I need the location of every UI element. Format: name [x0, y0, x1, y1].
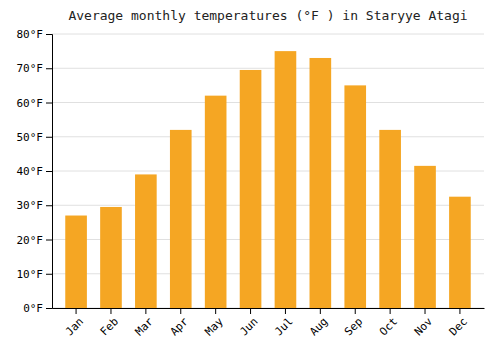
grid-line [52, 102, 484, 103]
x-tick: Jan [63, 308, 86, 338]
y-tick: 10°F [17, 268, 53, 281]
y-tick-mark [46, 34, 52, 35]
x-tick-mark [180, 308, 181, 314]
x-tick-mark [285, 308, 286, 314]
y-tick: 0°F [23, 302, 52, 315]
y-tick: 80°F [17, 28, 53, 41]
chart-svg: Jan Feb Mar Apr May Jun Jul Aug Sep Oct Nov Dec 0°F 1… [0, 0, 500, 350]
y-tick-mark [46, 240, 52, 241]
y-tick: 50°F [17, 131, 53, 144]
y-tick-label: 70°F [17, 62, 44, 75]
y-tick-mark [46, 205, 52, 206]
y-tick-label: 60°F [17, 97, 44, 110]
y-tick: 30°F [17, 199, 53, 212]
x-tick-mark [320, 308, 321, 314]
x-tick-label: May [202, 315, 226, 339]
y-tick-label: 20°F [17, 234, 44, 247]
y-tick-label: 30°F [17, 199, 44, 212]
x-axis-line [53, 308, 485, 309]
bar [100, 207, 122, 308]
x-tick-mark [215, 308, 216, 314]
x-tick-label: Jun [237, 315, 260, 338]
grid-line [52, 136, 484, 137]
y-tick-mark [46, 68, 52, 69]
x-tick-label: Feb [98, 315, 121, 338]
x-tick: Mar [133, 308, 157, 338]
y-tick-label: 50°F [17, 131, 44, 144]
y-axis: 0°F 10°F 20°F 30°F 40°F 50°F 60°F 70°F 80°F [17, 28, 53, 315]
bar [275, 51, 297, 308]
x-tick-label: Oct [377, 315, 400, 338]
x-tick-label: Jul [272, 315, 295, 338]
x-tick: Jun [237, 308, 260, 338]
bar [170, 130, 192, 308]
x-tick: Aug [307, 308, 330, 338]
x-tick-mark [425, 308, 426, 314]
y-tick-mark [46, 171, 52, 172]
y-tick-mark [46, 274, 52, 275]
y-tick-label: 0°F [23, 302, 43, 315]
x-tick: Apr [168, 308, 192, 338]
x-tick-mark [459, 308, 460, 314]
chart-container: Jan Feb Mar Apr May Jun Jul Aug Sep Oct Nov Dec 0°F 1… [0, 0, 500, 350]
y-tick-mark [46, 103, 52, 104]
bar [414, 166, 436, 308]
x-tick-label: Jan [63, 315, 86, 338]
x-tick-mark [76, 308, 77, 314]
grid-line [52, 34, 484, 35]
x-tick-mark [110, 308, 111, 314]
y-tick: 40°F [17, 165, 53, 178]
x-tick-mark [250, 308, 251, 314]
y-tick: 20°F [17, 234, 53, 247]
bar [344, 85, 366, 308]
x-tick-label: Mar [133, 315, 157, 339]
bar [240, 70, 262, 308]
x-tick: Feb [98, 308, 121, 338]
bar [310, 58, 332, 308]
bars [65, 51, 470, 308]
x-tick: May [202, 308, 226, 338]
y-tick-mark [46, 137, 52, 138]
x-tick: Nov [412, 308, 436, 338]
y-axis-line [46, 35, 53, 309]
x-tick-label: Nov [412, 315, 436, 339]
chart-title: Average monthly temperatures (°F ) in St… [68, 8, 467, 23]
x-tick-label: Apr [168, 315, 192, 339]
x-tick-label: Aug [307, 315, 330, 338]
x-tick: Dec [447, 308, 470, 338]
x-tick-label: Sep [342, 315, 365, 338]
plot-area: Jan Feb Mar Apr May Jun Jul Aug Sep Oct Nov Dec 0°F 1… [17, 28, 485, 338]
bar [205, 96, 227, 308]
y-tick: 60°F [17, 97, 53, 110]
x-axis: Jan Feb Mar Apr May Jun Jul Aug Sep Oct Nov Dec [53, 308, 485, 338]
y-tick: 70°F [17, 62, 53, 75]
bar [379, 130, 401, 308]
x-tick: Sep [342, 308, 365, 338]
y-tick-label: 80°F [17, 28, 44, 41]
grid-line [52, 68, 484, 69]
bar [135, 174, 157, 308]
x-tick-mark [355, 308, 356, 314]
x-tick: Jul [272, 308, 295, 338]
y-tick-label: 10°F [17, 268, 44, 281]
bar [449, 197, 471, 308]
x-tick-mark [145, 308, 146, 314]
bar [65, 216, 87, 308]
x-tick-mark [390, 308, 391, 314]
y-tick-label: 40°F [17, 165, 44, 178]
x-tick-label: Dec [447, 315, 470, 338]
grid [52, 34, 484, 308]
y-tick-mark [46, 308, 52, 309]
x-tick: Oct [377, 308, 400, 338]
